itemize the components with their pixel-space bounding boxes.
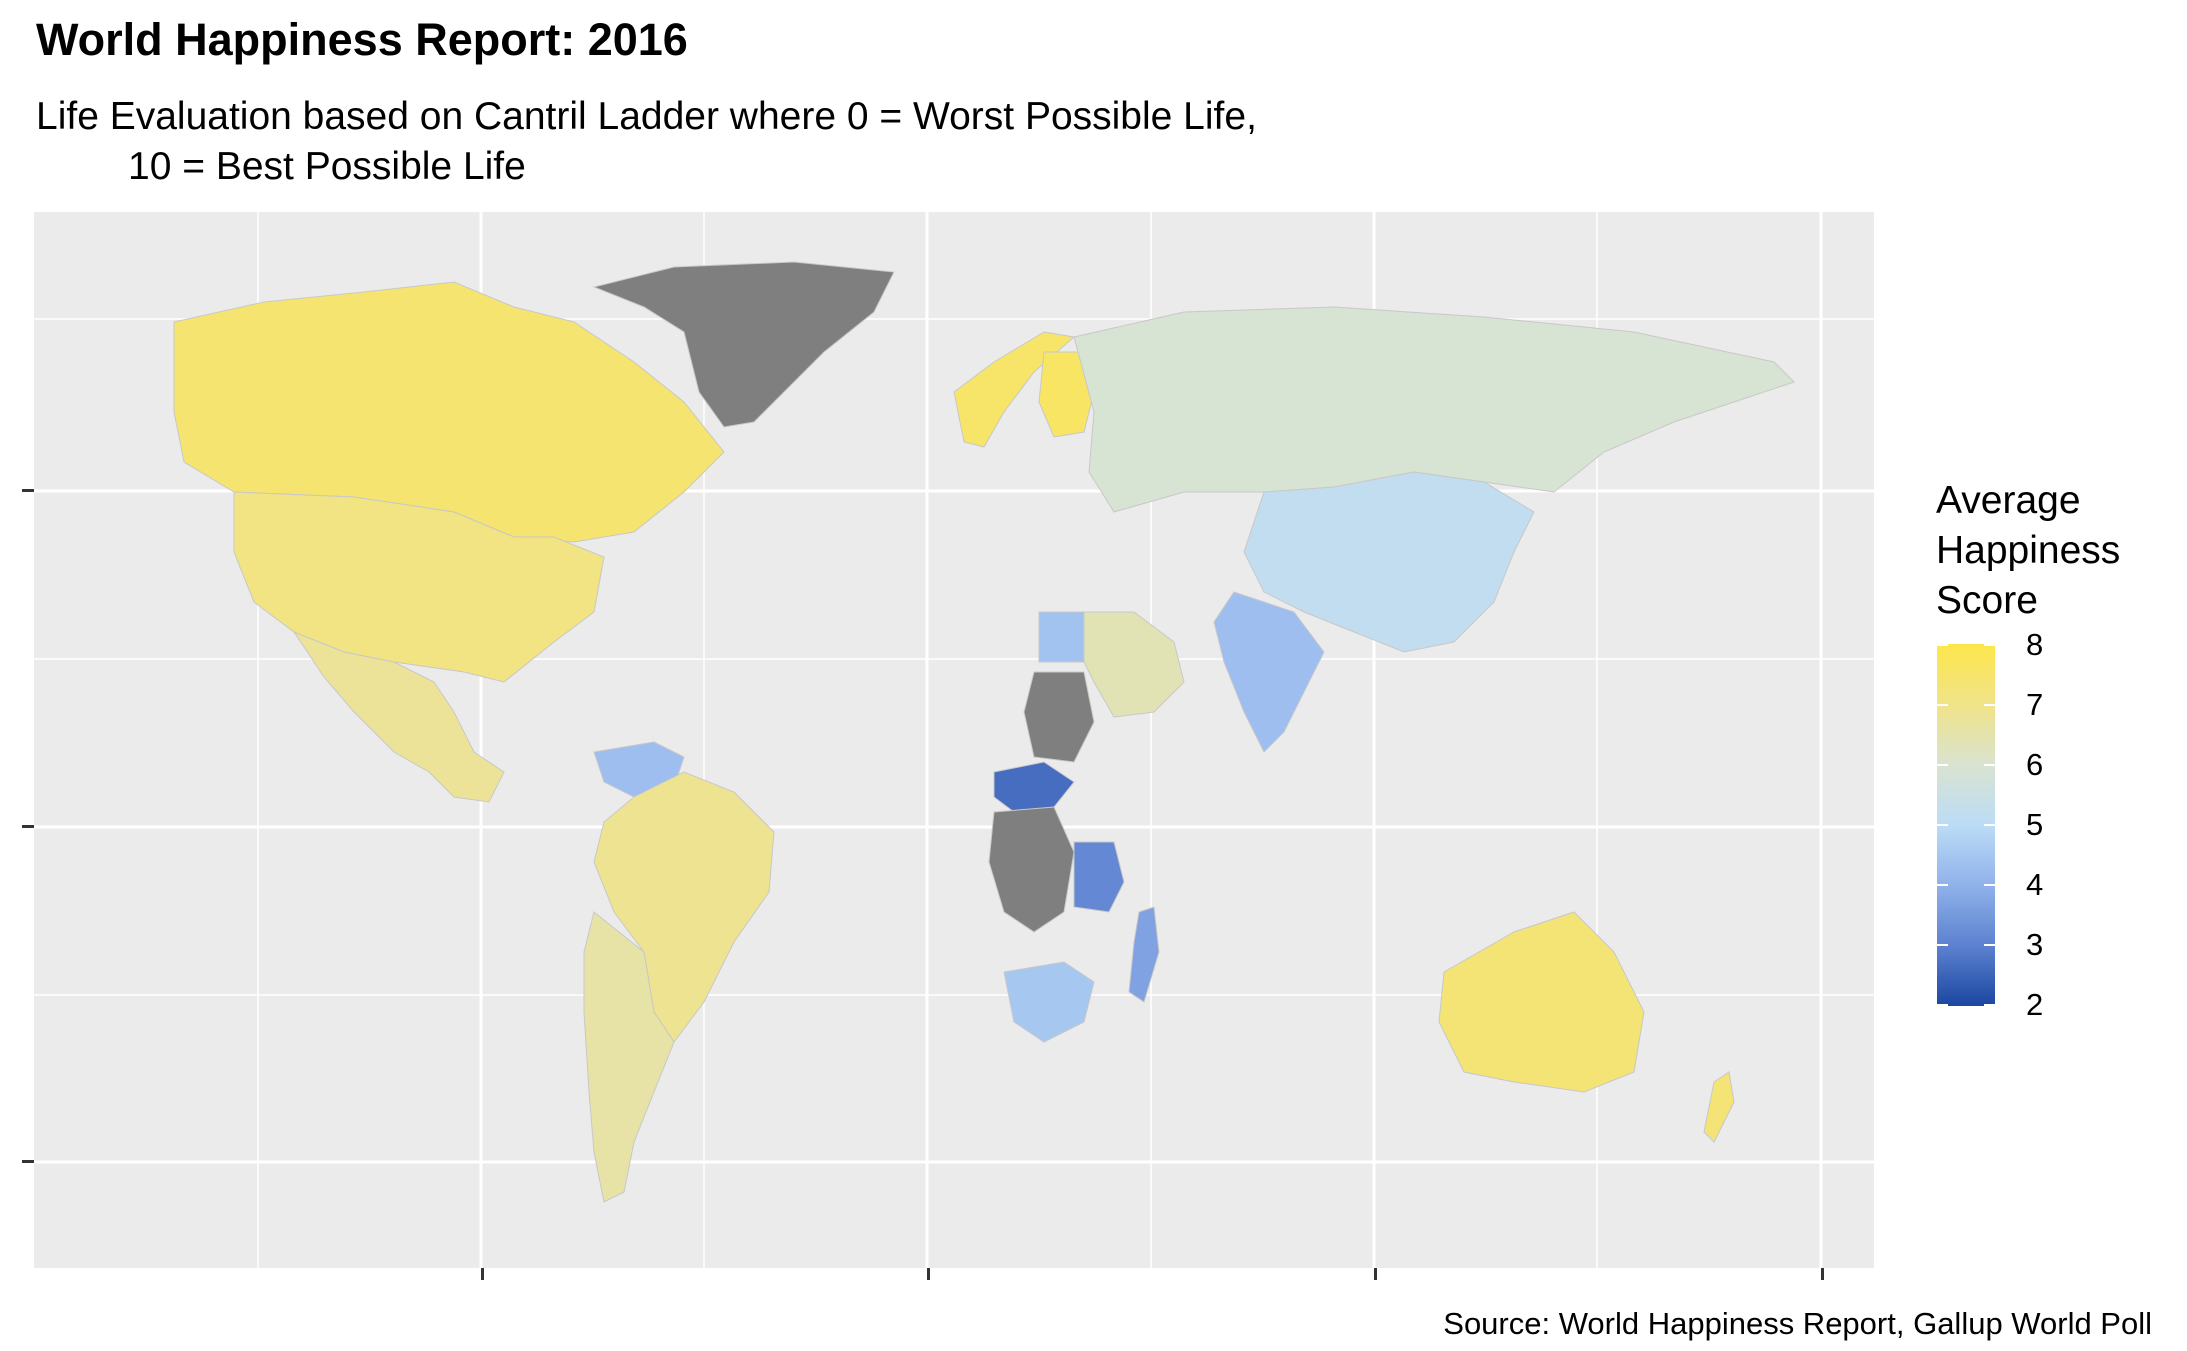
country-united-states xyxy=(233,491,605,683)
country-madagascar xyxy=(1128,906,1160,1003)
legend-tick-mark xyxy=(1984,644,1995,646)
legend-tick-label: 3 xyxy=(2026,927,2044,962)
map-title: World Happiness Report: 2016 xyxy=(36,14,688,65)
country-central-african-republic xyxy=(993,761,1075,813)
country-russia xyxy=(1073,306,1795,513)
legend-tick-mark xyxy=(1937,824,1948,826)
legend-tick-mark xyxy=(1937,944,1948,946)
legend-tick-mark xyxy=(1984,824,1995,826)
source-caption: Source: World Happiness Report, Gallup W… xyxy=(1443,1306,2152,1341)
x-axis-tick xyxy=(927,1268,930,1280)
legend-title: Average Happiness Score xyxy=(1936,476,2120,626)
country-tanzania xyxy=(1073,841,1125,913)
world-map xyxy=(34,212,1874,1268)
legend-tick-mark xyxy=(1984,1004,1995,1006)
country-egypt xyxy=(1038,611,1085,663)
legend-tick-label: 4 xyxy=(2026,867,2044,902)
country-argentina xyxy=(583,911,675,1203)
legend-tick-mark xyxy=(1937,644,1948,646)
country-india xyxy=(1213,591,1325,753)
country-brazil xyxy=(593,771,775,1043)
legend-tick-mark xyxy=(1984,944,1995,946)
legend-tick-label: 2 xyxy=(2026,987,2044,1022)
subtitle-line-2: 10 = Best Possible Life xyxy=(128,145,526,188)
legend-tick-mark xyxy=(1937,884,1948,886)
country-greenland xyxy=(592,261,895,428)
legend-tick-mark xyxy=(1984,704,1995,706)
landmasses xyxy=(173,261,1795,1203)
country-china xyxy=(1243,471,1535,653)
y-axis-tick xyxy=(22,1160,34,1163)
x-axis-tick xyxy=(481,1268,484,1280)
y-axis-tick xyxy=(22,489,34,492)
country-australia xyxy=(1438,911,1645,1093)
country-saudi-arabia xyxy=(1073,611,1185,718)
legend-tick-mark xyxy=(1937,1004,1948,1006)
country-mexico xyxy=(292,630,505,803)
y-axis-tick xyxy=(22,825,34,828)
legend-tick-mark xyxy=(1937,764,1948,766)
map-panel xyxy=(34,212,1874,1268)
legend-title-line: Happiness xyxy=(1936,529,2121,572)
legend-title-line: Score xyxy=(1936,579,2038,622)
legend-tick-label: 7 xyxy=(2026,687,2044,722)
country-new-zealand xyxy=(1703,1071,1735,1143)
country-dr-congo xyxy=(988,806,1075,933)
legend-tick-label: 8 xyxy=(2026,627,2044,662)
legend-tick-label: 6 xyxy=(2026,747,2044,782)
legend-title-line: Average xyxy=(1936,479,2081,522)
map-subtitle: Life Evaluation based on Cantril Ladder … xyxy=(36,92,1257,192)
country-sudan xyxy=(1023,671,1095,763)
x-axis-tick xyxy=(1374,1268,1377,1280)
legend-tick-marks xyxy=(1937,644,1995,1006)
legend-tick-mark xyxy=(1984,884,1995,886)
legend-tick-mark xyxy=(1937,704,1948,706)
legend-tick-mark xyxy=(1984,764,1995,766)
subtitle-line-1: Life Evaluation based on Cantril Ladder … xyxy=(36,95,1257,138)
x-axis-tick xyxy=(1821,1268,1824,1280)
country-south-africa xyxy=(1003,961,1095,1043)
legend-tick-label: 5 xyxy=(2026,807,2044,842)
